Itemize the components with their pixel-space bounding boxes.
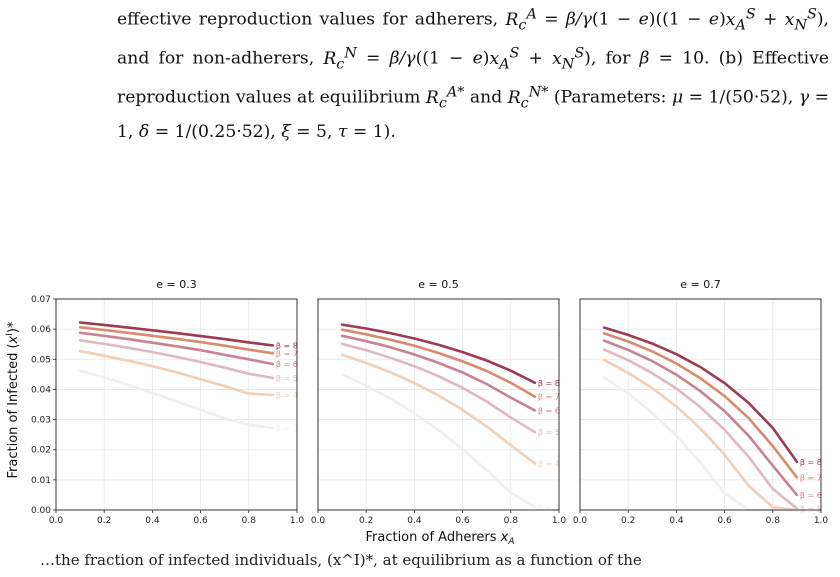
series-label: β = 6 [800, 491, 822, 500]
series-label: β = 4 [538, 459, 560, 468]
panel-title: e = 0.5 [418, 278, 458, 291]
series-label: β = 5 [276, 374, 298, 383]
panel-e-0: β = 8β = 7 β = 6 β = 5 β = 4 β = 3 0.0 0.2 0.4 0… [31, 278, 304, 526]
plot-frame [317, 298, 560, 511]
x-tick-label: 0.8 [242, 516, 257, 526]
x-tick-label: 0.0 [311, 516, 326, 526]
series-line-3 [340, 373, 537, 509]
panel-e-1: β = 8 β = 7 β = 6 β = 5 β = 4 β = 3 0.0 0.2 0.4 0… [311, 278, 567, 526]
x-tick-label: 0.6 [455, 516, 470, 526]
y-tick-label: 0.02 [31, 446, 51, 456]
series-line-8 [78, 321, 275, 347]
y-tick-label: 0.06 [31, 325, 51, 335]
y-axis-label: Fraction of Infected (xI)* [5, 321, 21, 478]
series-label: β = 5 [538, 428, 560, 437]
series-line-5 [78, 339, 275, 380]
x-tick-label: 0.4 [145, 516, 160, 526]
series-label: β = 8 [276, 341, 298, 350]
series-line-7 [602, 332, 799, 479]
series-label: β = 5 [800, 504, 822, 513]
plot-frame [55, 298, 298, 511]
panel-title: e = 0.3 [156, 278, 196, 291]
series-line-6 [340, 334, 537, 412]
series-line-3 [602, 376, 799, 512]
series-label: β = 4 [800, 506, 822, 515]
x-tick-label: 0.8 [766, 516, 781, 526]
y-tick-label: 0.01 [31, 476, 51, 486]
series-line-8 [602, 326, 799, 464]
series-label: β = 3 [800, 506, 822, 515]
x-tick-label: 0.2 [359, 516, 373, 526]
y-tick-label: 0.04 [31, 385, 51, 395]
x-tick-label: 1.0 [552, 516, 567, 526]
series-label: β = 4 [276, 391, 298, 400]
series-line-6 [78, 331, 275, 366]
series-label: β = 3 [538, 503, 560, 512]
series-line-8 [340, 323, 537, 385]
y-tick-label: 0.03 [31, 416, 51, 426]
series-line-4 [78, 349, 275, 397]
x-tick-label: 0.0 [573, 516, 588, 526]
y-tick-label: 0.05 [31, 355, 51, 365]
caption-line-3: reproduction values at equilibrium RcA* … [117, 84, 829, 112]
series-label: β = 8 [538, 379, 560, 388]
caption-line-1: effective reproduction values for adhere… [117, 6, 830, 34]
series-label: β = 3 [276, 424, 298, 433]
series-label: β = 7 [800, 473, 822, 482]
x-tick-label: 1.0 [814, 516, 829, 526]
x-tick-label: 0.2 [97, 516, 111, 526]
series-label: β = 8 [800, 458, 822, 467]
x-tick-label: 0.0 [49, 516, 64, 526]
x-tick-label: 0.8 [504, 516, 519, 526]
plot-frame [579, 298, 822, 511]
series-line-7 [340, 328, 537, 398]
figure-caption: effective reproduction values for adhere… [117, 0, 829, 146]
panel-e-2: β = 8 β = 7 β = 6 β = 5β = 4β = 3 0.0 0.2 0.4 0… [573, 278, 829, 526]
x-tick-label: 1.0 [290, 516, 305, 526]
x-tick-label: 0.2 [621, 516, 635, 526]
series-line-5 [602, 348, 799, 510]
series-line-7 [78, 326, 275, 355]
series-line-3 [78, 369, 275, 430]
y-tick-label: 0.00 [31, 506, 51, 516]
x-tick-label: 0.6 [717, 516, 732, 526]
x-tick-label: 0.6 [193, 516, 208, 526]
series-label: β = 7 [276, 349, 298, 358]
caption-line-4: 1, δ = 1/(0.25·52), ξ = 5, τ = 1). [117, 121, 396, 142]
x-tick-label: 0.4 [669, 516, 684, 526]
series-line-4 [340, 353, 537, 465]
y-tick-label: 0.07 [31, 295, 51, 305]
x-tick-label: 0.4 [407, 516, 422, 526]
series-label: β = 6 [538, 407, 560, 416]
caption-continuation: …the fraction of infected individuals, (… [40, 551, 642, 569]
series-line-4 [602, 358, 799, 512]
panel-title: e = 0.7 [680, 278, 720, 291]
series-label: β = 6 [276, 360, 298, 369]
x-axis-label: Fraction of Adherers xA [365, 530, 514, 547]
series-line-5 [340, 342, 537, 434]
series-line-6 [602, 339, 799, 497]
caption-line-2: and for non-adherers, RcN = β/γ((1 − e)x… [117, 45, 829, 73]
series-label: β = 7 [538, 393, 560, 402]
